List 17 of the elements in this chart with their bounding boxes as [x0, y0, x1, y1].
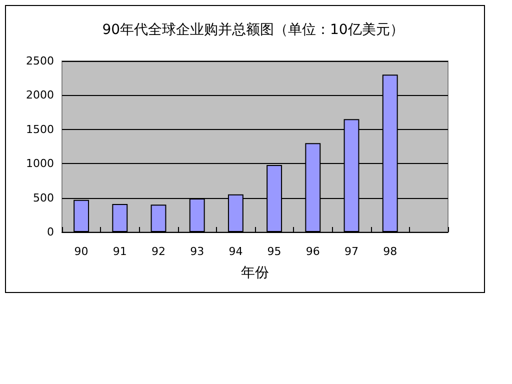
x-tick-label: 94 [228, 245, 243, 258]
x-tick-label: 97 [344, 245, 358, 258]
y-tick-label: 500 [33, 191, 54, 204]
x-axis-title: 年份 [241, 265, 269, 281]
chart-title: 90年代全球企业购并总额图（单位：10亿美元） [102, 22, 404, 38]
x-tick-label: 98 [383, 245, 398, 258]
x-tick-label: 91 [112, 245, 127, 258]
x-tick-label: 93 [190, 245, 204, 258]
y-tick-label: 2000 [26, 88, 54, 102]
y-tick-label: 2500 [26, 54, 54, 68]
x-tick-label: 96 [306, 245, 320, 258]
y-tick-label: 1500 [26, 122, 54, 136]
y-tick-label: 0 [47, 226, 54, 238]
x-tick-label: 90 [74, 245, 88, 258]
x-tick-label: 92 [152, 245, 166, 258]
x-tick-label: 95 [267, 245, 282, 258]
y-tick-label: 1000 [26, 157, 54, 170]
